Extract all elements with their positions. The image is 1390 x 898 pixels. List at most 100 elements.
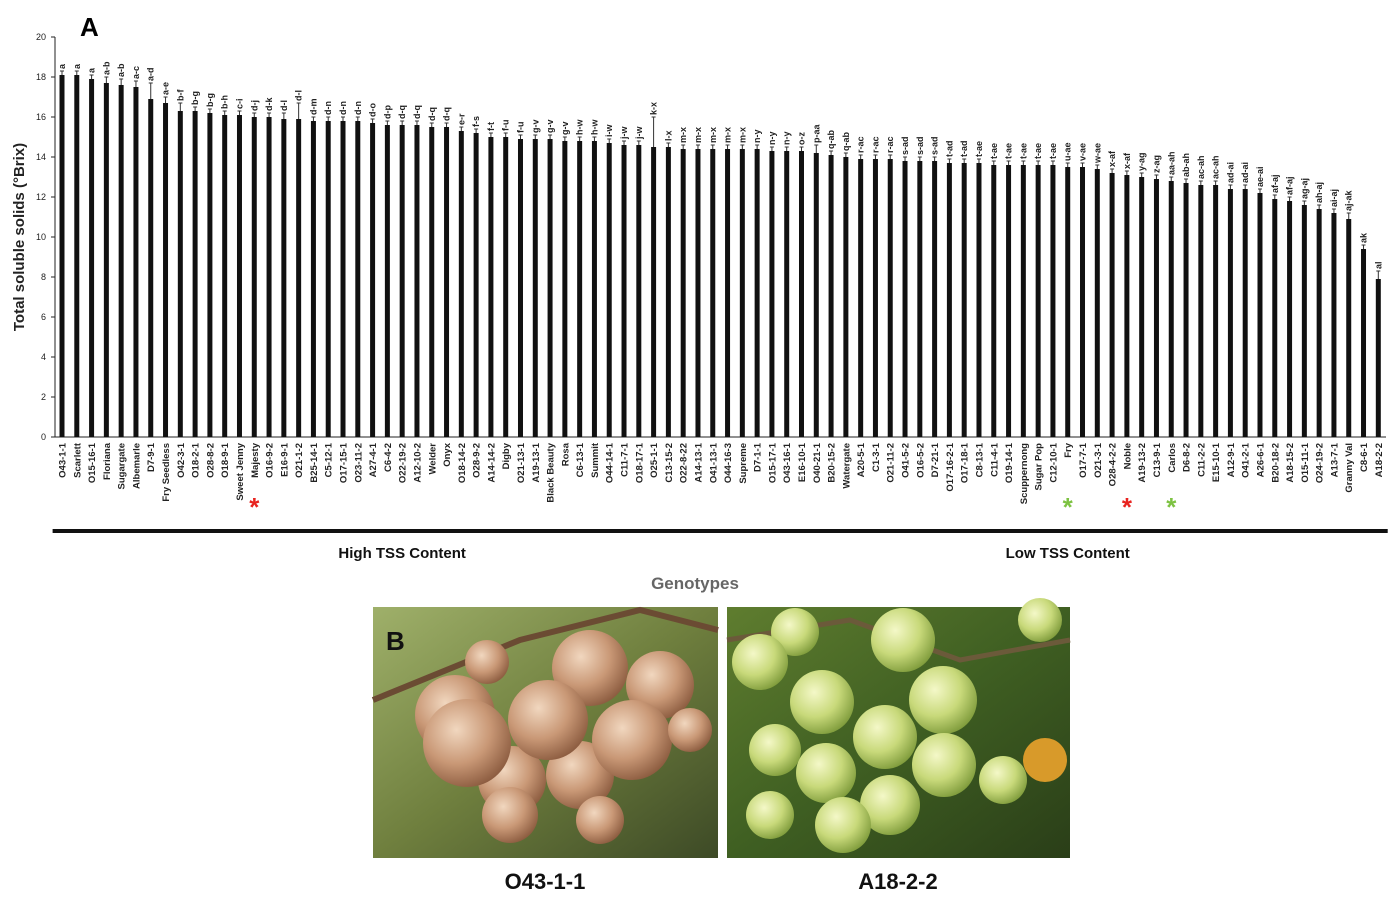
significance-letter: ad-ai [1240, 162, 1250, 183]
bar [473, 133, 479, 437]
x-tick-label: Onyx [442, 442, 453, 466]
bar [163, 103, 169, 437]
bar [103, 83, 109, 437]
significance-letter: r-ac [885, 136, 895, 153]
y-tick-label: 20 [36, 32, 46, 42]
significance-letter: ah-aj [1314, 182, 1324, 203]
x-tick-label: O22-19-2 [398, 443, 409, 483]
x-tick-label: E15-10-1 [1211, 442, 1222, 482]
significance-letter: t-ae [1018, 143, 1028, 159]
x-tick-label: A27-4-1 [368, 442, 379, 477]
significance-letter: w-ae [1092, 143, 1102, 164]
bar [1035, 165, 1041, 437]
significance-letter: y-ag [1137, 152, 1147, 171]
x-tick-label: O17-15-1 [339, 442, 350, 483]
x-tick-label: O21-3-1 [1093, 442, 1104, 478]
significance-letter: n-y [767, 132, 777, 146]
significance-letter: a-e [161, 82, 171, 95]
panel-label: B [386, 626, 405, 656]
y-tick-label: 2 [41, 392, 46, 402]
bar [192, 111, 198, 437]
significance-letter: d-m [308, 99, 318, 116]
x-tick-label: A19-13-2 [1137, 443, 1148, 483]
significance-letter: aa-ah [1166, 151, 1176, 175]
x-tick-label: Welder [427, 443, 438, 475]
bar [384, 125, 390, 437]
x-tick-label: Granny Val [1344, 443, 1355, 493]
x-tick-label: Majesty [250, 442, 261, 478]
bar [148, 99, 154, 437]
significance-letter: d-j [249, 100, 259, 111]
bar [118, 85, 124, 437]
x-tick-label: C12-10-1 [1048, 442, 1059, 482]
bar [1272, 199, 1278, 437]
x-tick-label: O17-18-1 [960, 442, 971, 483]
bar [1331, 213, 1337, 437]
bar [325, 121, 331, 437]
y-tick-label: 14 [36, 152, 46, 162]
x-tick-label: C11-4-1 [989, 442, 1000, 477]
bar [503, 137, 509, 437]
significance-letter: ab-ah [1181, 153, 1191, 177]
x-tick-label: O21-13-1 [516, 442, 527, 483]
significance-letter: d-p [382, 105, 392, 119]
x-tick-label: Rosa [560, 442, 571, 466]
significance-letter: d-k [264, 97, 274, 111]
x-tick-label: Digby [501, 442, 512, 469]
bar [991, 165, 997, 437]
bar [651, 147, 657, 437]
significance-letter: m-x [678, 127, 688, 143]
bar [222, 115, 228, 437]
significance-letter: m-x [708, 127, 718, 143]
bar [517, 139, 523, 437]
significance-letter: b-g [190, 91, 200, 105]
x-tick-label: C11-2-2 [1196, 443, 1207, 477]
x-tick-label: O15-17-1 [767, 442, 778, 483]
bar [1153, 179, 1159, 437]
significance-letter: ac-ah [1196, 155, 1206, 179]
x-tick-label: O43-1-1 [58, 442, 69, 478]
bar [1287, 201, 1293, 437]
significance-letter: b-h [220, 95, 230, 109]
significance-letter: d-n [323, 101, 333, 115]
bar [1006, 165, 1012, 437]
bar [799, 151, 804, 437]
significance-letter: r-ac [856, 136, 866, 153]
x-tick-label: O18-2-1 [191, 442, 202, 478]
bar [1094, 169, 1100, 437]
bar [769, 151, 775, 437]
x-tick-label: C13-15-2 [664, 443, 675, 483]
x-tick-label: C11-7-1 [620, 442, 631, 477]
bar [177, 111, 183, 437]
significance-letter: z-ag [1151, 155, 1161, 173]
significance-letter: ag-aj [1299, 178, 1309, 199]
significance-letter: s-ad [915, 136, 925, 155]
bar [976, 163, 982, 437]
y-tick-label: 8 [41, 272, 46, 282]
significance-letter: r-ac [870, 136, 880, 153]
bar [665, 147, 671, 437]
x-tick-label: D7-21-1 [930, 442, 941, 477]
x-tick-label: O23-11-2 [353, 443, 364, 483]
x-tick-label: Fry [1063, 442, 1074, 458]
bar [1227, 189, 1233, 437]
y-tick-label: 0 [41, 432, 46, 442]
significance-letter: i-w [604, 124, 614, 137]
significance-letter: al [1373, 261, 1383, 269]
photo-right [726, 598, 1071, 858]
significance-letter: x-af [1107, 150, 1117, 167]
y-tick-label: 10 [36, 232, 46, 242]
bar [296, 119, 302, 437]
significance-letter: af-aj [1270, 174, 1280, 193]
significance-letter: f-s [471, 116, 481, 127]
bar [887, 159, 893, 437]
marker: * [1166, 492, 1177, 522]
bar [414, 125, 420, 437]
significance-letter: b-f [175, 89, 185, 101]
bar [961, 163, 967, 437]
significance-letter: g-v [560, 122, 570, 136]
bar [739, 149, 745, 437]
significance-letter: d-o [368, 103, 378, 117]
bar [872, 159, 878, 437]
